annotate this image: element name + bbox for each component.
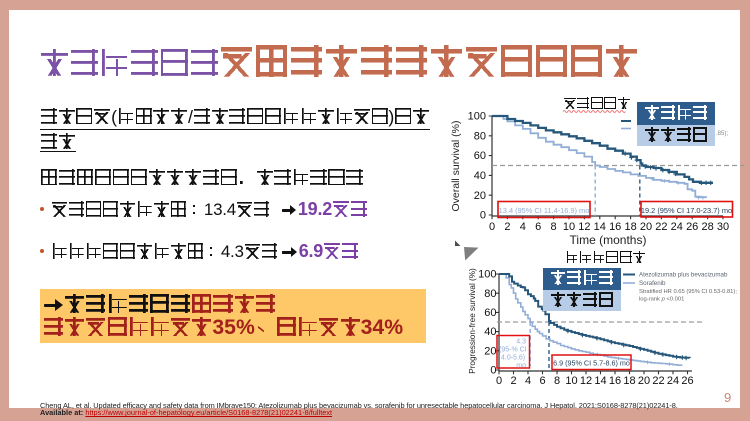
svg-text:18: 18 — [624, 221, 636, 233]
svg-text:100: 100 — [478, 269, 496, 281]
svg-text:12: 12 — [580, 375, 592, 387]
svg-text:28: 28 — [701, 221, 713, 233]
svg-text:12: 12 — [578, 221, 590, 233]
svg-text:20: 20 — [484, 345, 496, 357]
svg-text:log-rank p <0.001: log-rank p <0.001 — [639, 297, 684, 303]
svg-text:80: 80 — [484, 288, 496, 300]
svg-text:2: 2 — [504, 221, 510, 233]
svg-text:13.4 (95% CI 11.4-16.9) mo: 13.4 (95% CI 11.4-16.9) mo — [499, 206, 590, 215]
svg-text:Stratified HR 0.65 (95% CI 0.5: Stratified HR 0.65 (95% CI 0.53-0.81); — [639, 289, 737, 295]
svg-text:6: 6 — [535, 221, 541, 233]
svg-text:40: 40 — [484, 326, 496, 338]
svg-text:60: 60 — [474, 150, 486, 162]
svg-text:10: 10 — [565, 375, 577, 387]
svg-text:4: 4 — [525, 375, 531, 387]
svg-text:8: 8 — [554, 375, 560, 387]
svg-text:6: 6 — [539, 375, 545, 387]
svg-text:Sorafenib: Sorafenib — [639, 280, 666, 287]
svg-text:16: 16 — [609, 375, 621, 387]
svg-text:6.9 (95% CI 5.7-8.6) mo: 6.9 (95% CI 5.7-8.6) mo — [553, 359, 630, 368]
svg-text:19.2 (95% CI 17.0-23.7) mo: 19.2 (95% CI 17.0-23.7) mo — [641, 206, 732, 215]
svg-text:26: 26 — [686, 221, 698, 233]
svg-text:20: 20 — [638, 375, 650, 387]
svg-text:22: 22 — [655, 221, 667, 233]
svg-text:0: 0 — [480, 210, 486, 222]
svg-text:14: 14 — [594, 221, 606, 233]
svg-text:60: 60 — [484, 307, 496, 319]
svg-text:Progression-free survival (%): Progression-free survival (%) — [468, 268, 477, 374]
svg-text:20: 20 — [640, 221, 652, 233]
svg-text:0: 0 — [490, 365, 496, 377]
svg-text:.85);: .85); — [716, 131, 728, 137]
svg-text:14: 14 — [594, 375, 606, 387]
svg-text:4.0-5.6): 4.0-5.6) — [501, 355, 525, 362]
svg-text:2: 2 — [510, 375, 516, 387]
svg-text:Overall survival (%): Overall survival (%) — [450, 120, 462, 211]
svg-text:0: 0 — [489, 221, 495, 233]
svg-text:0: 0 — [496, 375, 502, 387]
svg-text:40: 40 — [474, 170, 486, 182]
svg-text:Time (months): Time (months) — [570, 233, 647, 247]
svg-text:26: 26 — [681, 375, 693, 387]
svg-text:4: 4 — [520, 221, 526, 233]
svg-text:16: 16 — [609, 221, 621, 233]
svg-text:100: 100 — [468, 111, 486, 123]
svg-text:10: 10 — [563, 221, 575, 233]
svg-text:30: 30 — [717, 221, 729, 233]
svg-text:(95-% CI: (95-% CI — [499, 347, 527, 354]
svg-text:80: 80 — [474, 130, 486, 142]
svg-text:24: 24 — [671, 221, 683, 233]
svg-text:20: 20 — [474, 190, 486, 202]
svg-text:mo: mo — [516, 363, 526, 370]
svg-text:8: 8 — [551, 221, 557, 233]
svg-text:22: 22 — [652, 375, 664, 387]
svg-text:4.3: 4.3 — [516, 339, 526, 346]
svg-text:18: 18 — [623, 375, 635, 387]
svg-text:Atezolizumab plus bevacizumab: Atezolizumab plus bevacizumab — [639, 272, 728, 279]
svg-text:24: 24 — [667, 375, 679, 387]
